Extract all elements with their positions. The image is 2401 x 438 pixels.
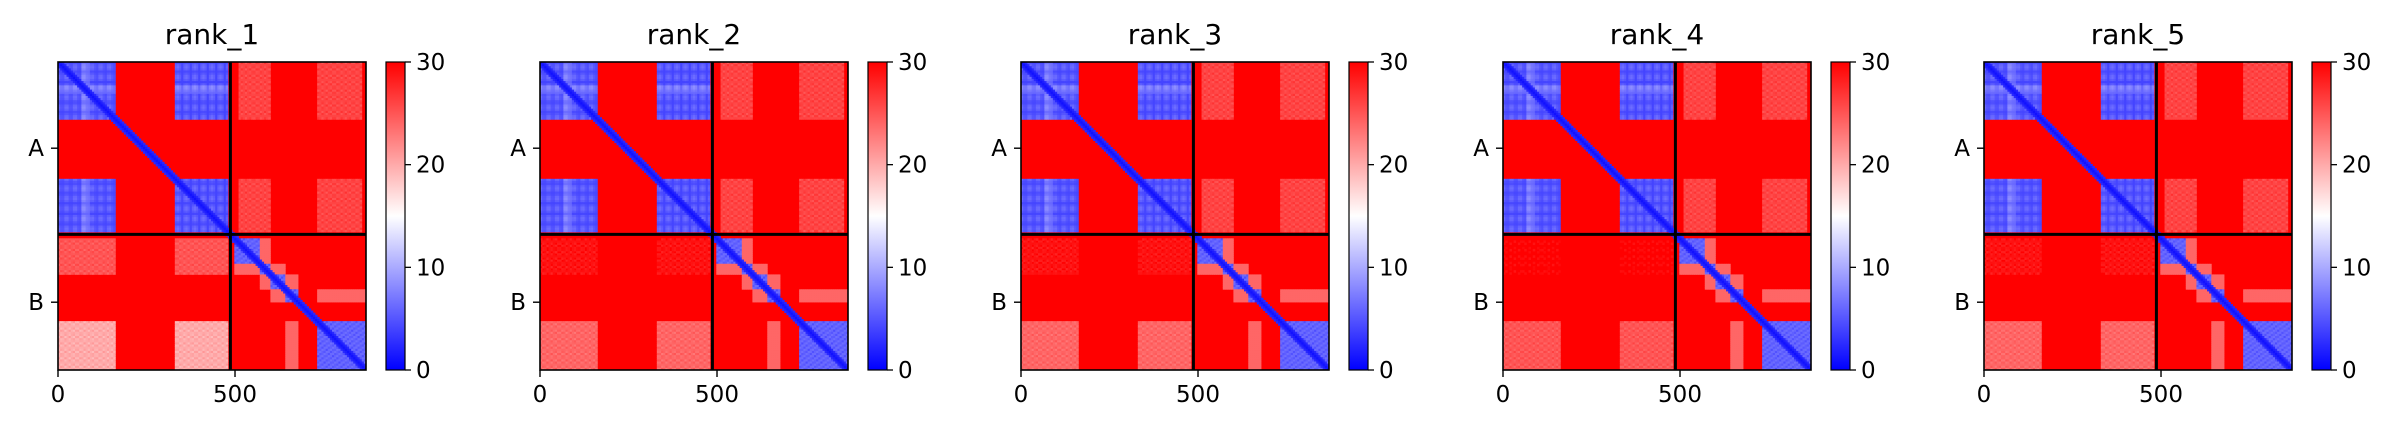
heatmap-cell — [268, 117, 271, 120]
pae-heatmap — [58, 62, 366, 370]
heatmap-cell — [226, 117, 229, 120]
heatmap-cell — [360, 117, 363, 120]
